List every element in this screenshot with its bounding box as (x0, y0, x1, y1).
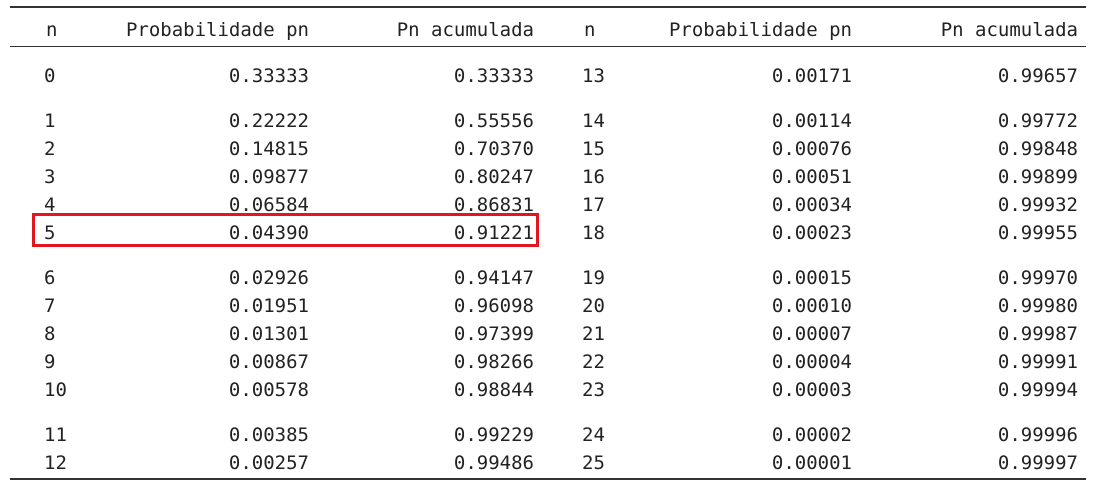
header-n-left: n (46, 19, 58, 41)
cell-n-right: 22 (582, 351, 605, 373)
cell-n-right: 20 (582, 295, 605, 317)
cell-probability-right: 0.00023 (771, 222, 852, 244)
cell-n-right: 19 (582, 267, 605, 289)
cell-n-right: 17 (582, 194, 605, 216)
cell-n-right: 15 (582, 138, 605, 160)
cell-n-left: 4 (44, 194, 56, 216)
cell-n-right: 23 (582, 379, 605, 401)
cell-n-right: 16 (582, 166, 605, 188)
cell-cumulative-left: 0.99486 (453, 452, 534, 474)
cell-probability-left: 0.14815 (228, 138, 309, 160)
cell-probability-right: 0.00002 (771, 424, 852, 446)
highlight-box (32, 213, 539, 247)
cell-probability-right: 0.00007 (771, 323, 852, 345)
cell-probability-left: 0.06584 (228, 194, 309, 216)
cell-probability-left: 0.09877 (228, 166, 309, 188)
header-n-right: n (584, 19, 596, 41)
cell-cumulative-left: 0.91221 (453, 222, 534, 244)
cell-n-left: 11 (44, 424, 67, 446)
cell-n-right: 14 (582, 110, 605, 132)
cell-n-left: 2 (44, 138, 56, 160)
cell-n-right: 18 (582, 222, 605, 244)
cell-probability-left: 0.00257 (228, 452, 309, 474)
cell-probability-left: 0.02926 (228, 267, 309, 289)
cell-cumulative-left: 0.55556 (453, 110, 534, 132)
cell-probability-left: 0.22222 (228, 110, 309, 132)
header-cumulative-right: Pn acumulada (940, 19, 1078, 41)
cell-cumulative-right: 0.99848 (997, 138, 1078, 160)
cell-cumulative-left: 0.86831 (453, 194, 534, 216)
cell-n-left: 10 (44, 379, 67, 401)
cell-n-right: 24 (582, 424, 605, 446)
cell-probability-left: 0.00578 (228, 379, 309, 401)
table-top-rule (10, 6, 1086, 8)
header-cumulative-left: Pn acumulada (396, 19, 534, 41)
cell-cumulative-left: 0.70370 (453, 138, 534, 160)
cell-cumulative-left: 0.98266 (453, 351, 534, 373)
header-probability-left: Probabilidade pn (125, 19, 309, 41)
cell-n-left: 6 (44, 267, 56, 289)
cell-n-right: 25 (582, 452, 605, 474)
cell-cumulative-right: 0.99899 (997, 166, 1078, 188)
cell-n-left: 3 (44, 166, 56, 188)
cell-n-left: 9 (44, 351, 56, 373)
cell-probability-right: 0.00051 (771, 166, 852, 188)
cell-n-left: 5 (44, 222, 56, 244)
cell-probability-right: 0.00004 (771, 351, 852, 373)
cell-cumulative-right: 0.99932 (997, 194, 1078, 216)
cell-cumulative-left: 0.33333 (453, 65, 534, 87)
cell-probability-right: 0.00015 (771, 267, 852, 289)
cell-cumulative-right: 0.99772 (997, 110, 1078, 132)
cell-probability-right: 0.00010 (771, 295, 852, 317)
cell-probability-right: 0.00114 (771, 110, 852, 132)
cell-n-left: 1 (44, 110, 56, 132)
cell-cumulative-right: 0.99657 (997, 65, 1078, 87)
cell-cumulative-left: 0.99229 (453, 424, 534, 446)
cell-n-left: 7 (44, 295, 56, 317)
cell-cumulative-right: 0.99994 (997, 379, 1078, 401)
cell-probability-left: 0.33333 (228, 65, 309, 87)
cell-probability-right: 0.00076 (771, 138, 852, 160)
cell-probability-left: 0.00385 (228, 424, 309, 446)
cell-probability-left: 0.04390 (228, 222, 309, 244)
cell-probability-left: 0.01301 (228, 323, 309, 345)
cell-cumulative-right: 0.99996 (997, 424, 1078, 446)
cell-probability-left: 0.01951 (228, 295, 309, 317)
cell-n-right: 13 (582, 65, 605, 87)
cell-n-left: 12 (44, 452, 67, 474)
cell-probability-left: 0.00867 (228, 351, 309, 373)
cell-cumulative-left: 0.80247 (453, 166, 534, 188)
table-bottom-rule (10, 478, 1086, 480)
cell-cumulative-right: 0.99970 (997, 267, 1078, 289)
cell-n-left: 8 (44, 323, 56, 345)
cell-probability-right: 0.00001 (771, 452, 852, 474)
cell-cumulative-left: 0.98844 (453, 379, 534, 401)
probability-table: n Probabilidade pn Pn acumulada n Probab… (10, 6, 1086, 482)
cell-n-right: 21 (582, 323, 605, 345)
cell-cumulative-left: 0.97399 (453, 323, 534, 345)
cell-cumulative-left: 0.94147 (453, 267, 534, 289)
cell-cumulative-right: 0.99955 (997, 222, 1078, 244)
cell-n-left: 0 (44, 65, 56, 87)
cell-cumulative-right: 0.99980 (997, 295, 1078, 317)
cell-cumulative-left: 0.96098 (453, 295, 534, 317)
header-probability-right: Probabilidade pn (668, 19, 852, 41)
cell-cumulative-right: 0.99991 (997, 351, 1078, 373)
cell-probability-right: 0.00034 (771, 194, 852, 216)
cell-probability-right: 0.00003 (771, 379, 852, 401)
cell-probability-right: 0.00171 (771, 65, 852, 87)
cell-cumulative-right: 0.99987 (997, 323, 1078, 345)
table-header-rule (10, 46, 1086, 47)
cell-cumulative-right: 0.99997 (997, 452, 1078, 474)
